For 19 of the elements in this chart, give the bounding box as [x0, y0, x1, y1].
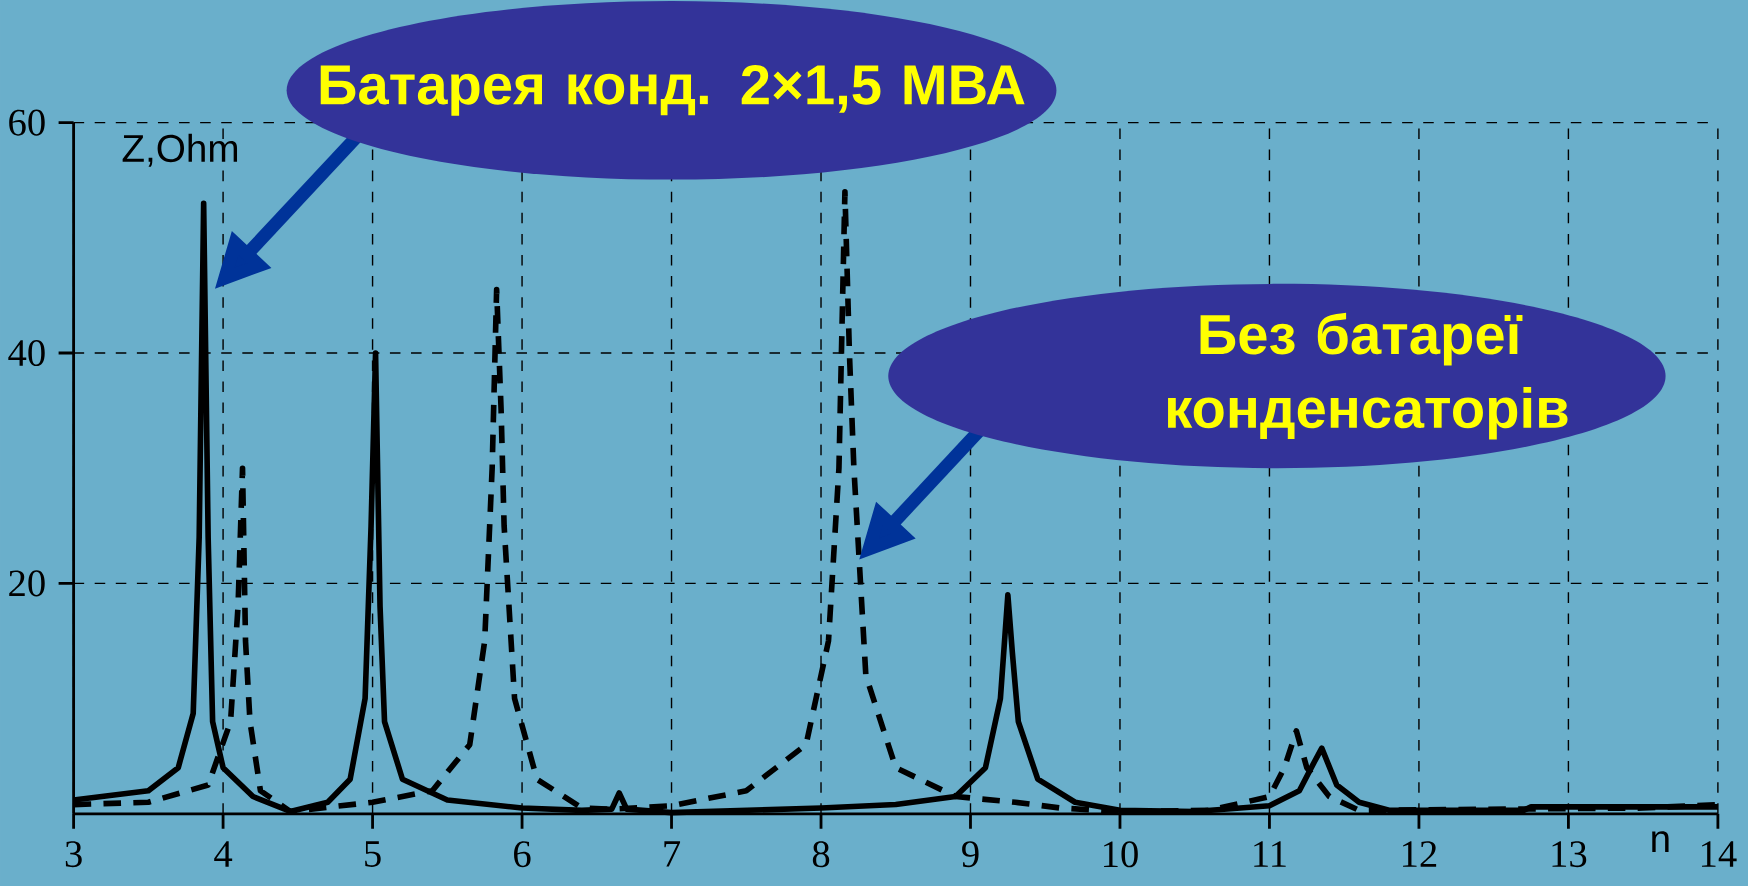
- x-tick-label: 11: [1254, 841, 1286, 867]
- x-tick-label: 7: [664, 841, 681, 867]
- x-tick-label: 6: [514, 841, 531, 868]
- y-axis-title: Z,Ohm: [122, 133, 238, 167]
- y-tick-label: 60: [9, 109, 45, 136]
- x-tick-label: 4: [214, 841, 233, 867]
- x-tick-label: 12: [1403, 841, 1437, 867]
- x-tick-label: 3: [65, 841, 82, 868]
- x-tick-label: 10: [1104, 841, 1138, 868]
- x-tick-label: 8: [812, 841, 830, 868]
- y-tick-label: 20: [9, 570, 45, 597]
- x-axis-title: n: [1652, 831, 1669, 852]
- x-tick-label: 9: [962, 841, 979, 868]
- text: Батарея конд. 2×1,5 МВА: [320, 64, 1025, 116]
- annotation: Без батареї конденсаторів: [1168, 312, 1568, 440]
- x-tick-label: 13: [1552, 841, 1587, 868]
- y-tick-label: 40: [8, 339, 45, 367]
- x-tick-label: 5: [365, 841, 381, 867]
- x-tick-label: 14: [1701, 841, 1737, 867]
